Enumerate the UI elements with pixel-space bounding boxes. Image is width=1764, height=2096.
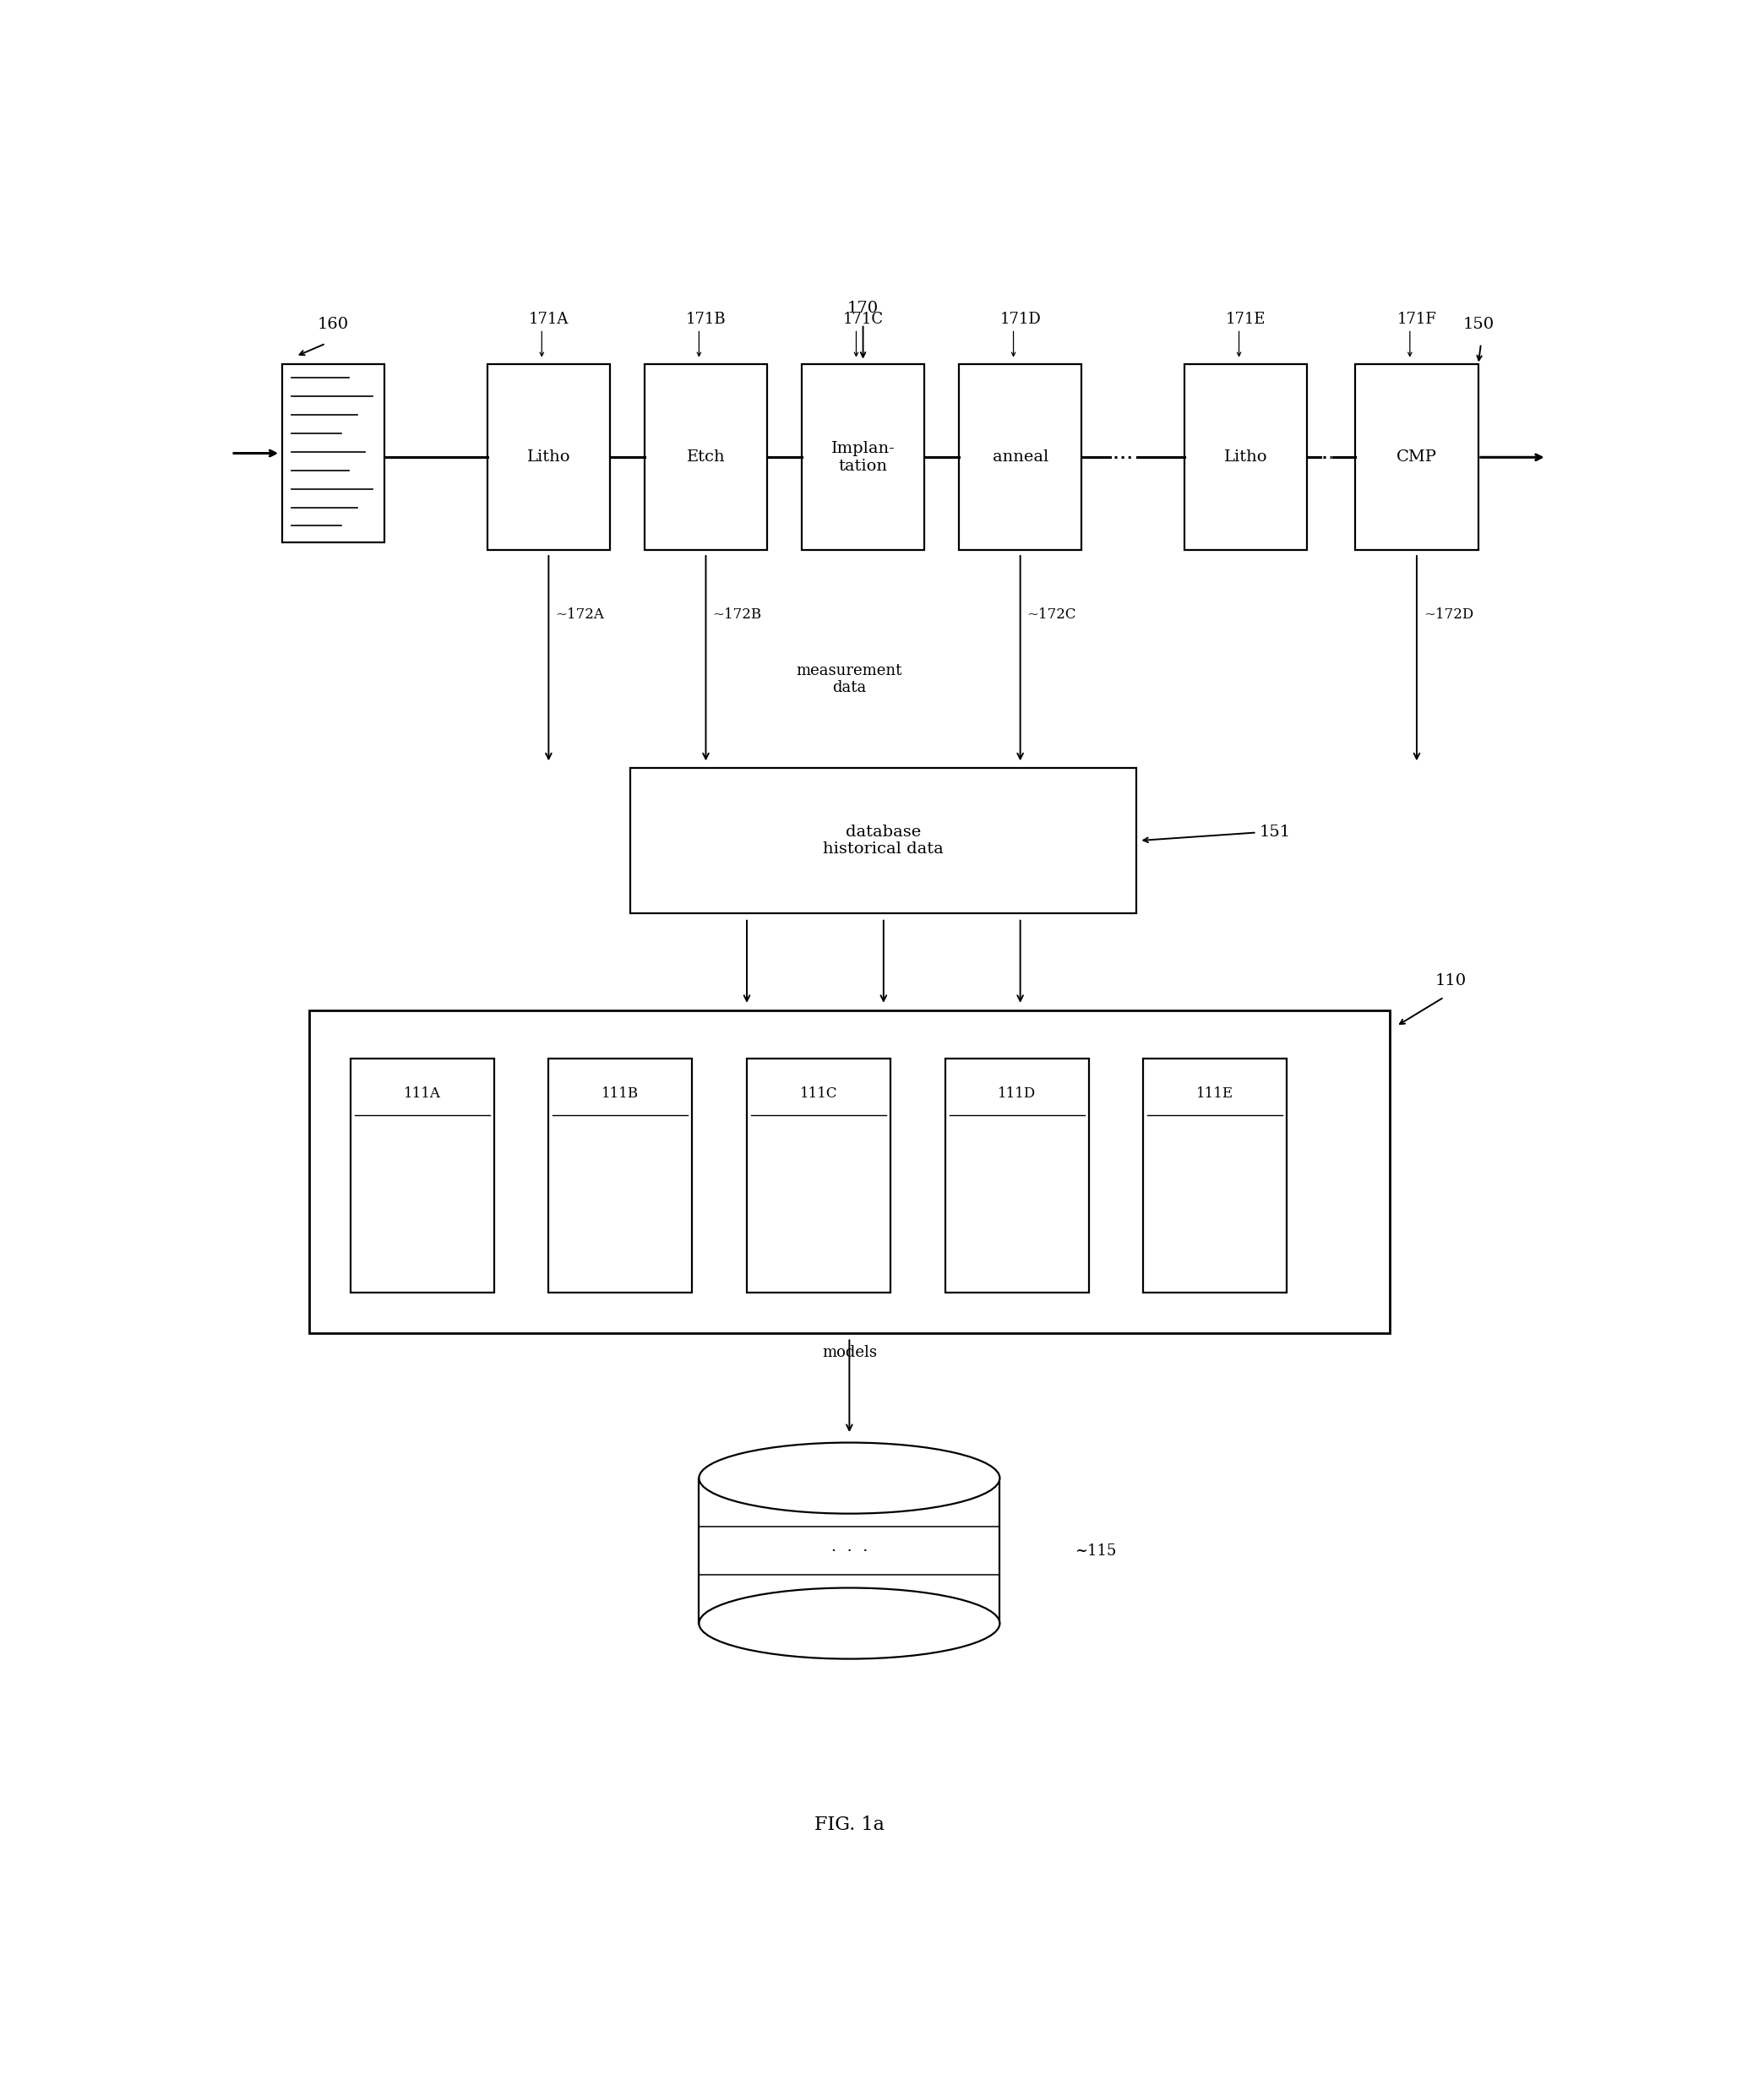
Text: ~115: ~115	[1074, 1543, 1117, 1557]
Text: models: models	[822, 1346, 877, 1360]
Text: 171B: 171B	[686, 312, 727, 327]
Bar	[644, 365, 767, 549]
Bar	[282, 365, 385, 543]
Bar	[1355, 365, 1478, 549]
Bar	[801, 365, 924, 549]
Text: Etch: Etch	[686, 451, 725, 465]
Ellipse shape	[699, 1589, 1000, 1658]
Text: Litho: Litho	[1224, 451, 1268, 465]
Text: measurement
data: measurement data	[796, 662, 903, 696]
Text: 171F: 171F	[1397, 312, 1436, 327]
Text: 170: 170	[847, 300, 878, 316]
Text: 171E: 171E	[1226, 312, 1267, 327]
Text: 151: 151	[1259, 826, 1291, 840]
Bar	[487, 365, 610, 549]
Text: 110: 110	[1436, 973, 1466, 989]
Text: ~172D: ~172D	[1424, 608, 1473, 623]
Text: 171C: 171C	[843, 312, 884, 327]
Text: 111A: 111A	[404, 1088, 441, 1100]
Text: model 112E: model 112E	[806, 1595, 893, 1610]
Text: database
historical data: database historical data	[824, 824, 944, 857]
Bar	[946, 1058, 1088, 1293]
Bar	[746, 1058, 891, 1293]
Bar	[549, 1058, 691, 1293]
Text: ·  ·  ·: · · ·	[831, 1543, 868, 1557]
Text: 111C: 111C	[799, 1088, 838, 1100]
Text: Implan-
tation: Implan- tation	[831, 440, 894, 474]
Text: 171A: 171A	[529, 312, 568, 327]
Text: Litho: Litho	[527, 451, 570, 465]
Text: 111B: 111B	[602, 1088, 639, 1100]
Text: ~172C: ~172C	[1027, 608, 1076, 623]
Text: 111E: 111E	[1196, 1088, 1233, 1100]
Text: ~172A: ~172A	[556, 608, 605, 623]
Text: 160: 160	[318, 316, 348, 331]
Bar	[309, 1010, 1390, 1333]
Text: 171D: 171D	[1000, 312, 1041, 327]
Bar	[1143, 1058, 1288, 1293]
Text: ~172B: ~172B	[713, 608, 762, 623]
Bar	[1184, 365, 1307, 549]
Bar	[351, 1058, 494, 1293]
Bar	[632, 767, 1136, 914]
Ellipse shape	[699, 1442, 1000, 1513]
Text: FIG. 1a: FIG. 1a	[815, 1815, 884, 1834]
Text: model 112A: model 112A	[806, 1492, 893, 1507]
Text: 111D: 111D	[998, 1088, 1035, 1100]
Bar	[960, 365, 1081, 549]
Text: anneal: anneal	[993, 451, 1048, 465]
Text: CMP: CMP	[1397, 451, 1438, 465]
Text: 150: 150	[1462, 316, 1494, 331]
